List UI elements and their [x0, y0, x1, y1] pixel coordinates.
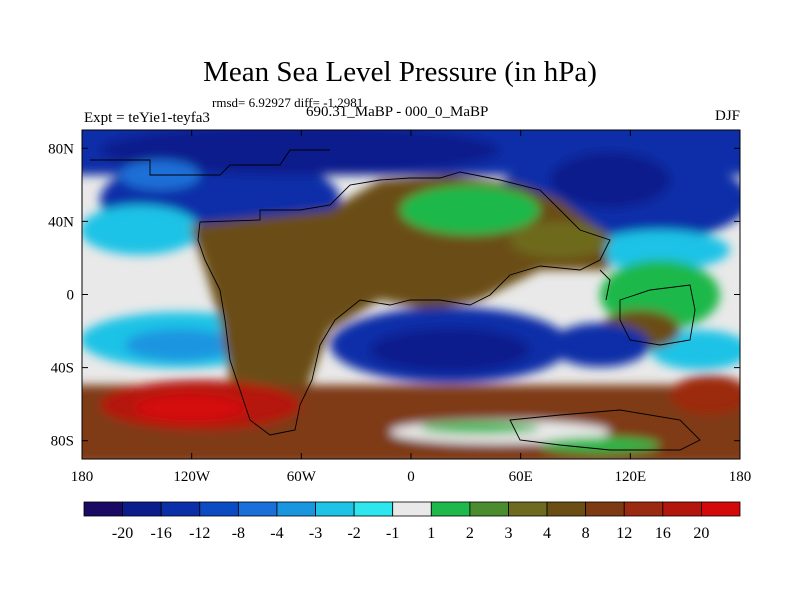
x-tick-label: 120W — [173, 469, 211, 485]
map-title: Mean Sea Level Pressure (in hPa) — [203, 56, 597, 88]
y-tick-label: 40N — [48, 214, 74, 230]
colorbar-label: 8 — [582, 525, 590, 542]
experiment-label: Expt = teYie1-teyfa3 — [84, 110, 210, 126]
statistics-label: rmsd= 6.92927 diff= -1.2981 — [212, 95, 364, 110]
colorbar-swatch — [508, 501, 548, 517]
periods-label: 690.31_MaBP - 000_0_MaBP — [306, 104, 489, 120]
colorbar-label: 20 — [693, 525, 709, 542]
x-tick-label: 60W — [287, 469, 317, 485]
colorbar-swatch — [430, 501, 471, 517]
colorbar-swatch — [546, 501, 587, 517]
colorbar-label: 16 — [655, 525, 671, 542]
colorbar-label: -16 — [151, 525, 172, 542]
colorbar-label: -4 — [270, 525, 283, 542]
colorbar-label: -12 — [189, 525, 210, 542]
y-tick-label: 40S — [51, 361, 74, 377]
colorbar-swatch — [623, 501, 664, 517]
x-tick-label: 180 — [71, 469, 94, 485]
colorbar-swatch — [122, 501, 162, 517]
colorbar-swatch — [160, 501, 201, 517]
colorbar-label: -8 — [232, 525, 245, 542]
colorbar-swatch — [353, 501, 394, 517]
x-tick-label: 120E — [614, 469, 646, 485]
x-tick-label: 0 — [407, 469, 415, 485]
colorbar-swatch — [237, 501, 278, 517]
colorbar-swatch — [701, 501, 741, 517]
colorbar-label: -20 — [112, 525, 133, 542]
y-tick-label: 80N — [48, 141, 74, 157]
season-label: DJF — [714, 108, 740, 124]
y-axis: 80N 40N 0 40S 80S — [48, 141, 740, 450]
colorbar-swatch — [276, 501, 316, 517]
colorbar-label: -1 — [386, 525, 399, 542]
colorbar-swatch — [315, 501, 355, 517]
y-tick-label: 0 — [67, 288, 75, 304]
x-tick-label: 60E — [509, 469, 533, 485]
x-axis: 180 120W 60W 0 60E 120E 180 — [71, 130, 752, 485]
colorbar-swatch — [469, 501, 509, 517]
colorbar-label: -3 — [309, 525, 322, 542]
colorbar-swatch — [199, 501, 239, 517]
colorbar-label: 1 — [427, 525, 435, 542]
colorbar-label: -2 — [347, 525, 360, 542]
colorbar: -20 -16 -12 -8 -4 -3 -2 -1 1 2 3 4 8 12 16 20 — [83, 501, 741, 542]
colorbar-swatch — [662, 501, 702, 517]
x-tick-label: 180 — [729, 469, 752, 485]
colorbar-label: 4 — [543, 525, 551, 542]
colorbar-swatch — [392, 501, 432, 517]
colorbar-label: 2 — [466, 525, 474, 542]
pressure-anomaly-field — [82, 130, 740, 459]
colorbar-label: 12 — [616, 525, 632, 542]
colorbar-swatch — [83, 501, 123, 517]
colorbar-swatch — [585, 501, 625, 517]
y-tick-label: 80S — [51, 434, 74, 450]
colorbar-label: 3 — [504, 525, 512, 542]
